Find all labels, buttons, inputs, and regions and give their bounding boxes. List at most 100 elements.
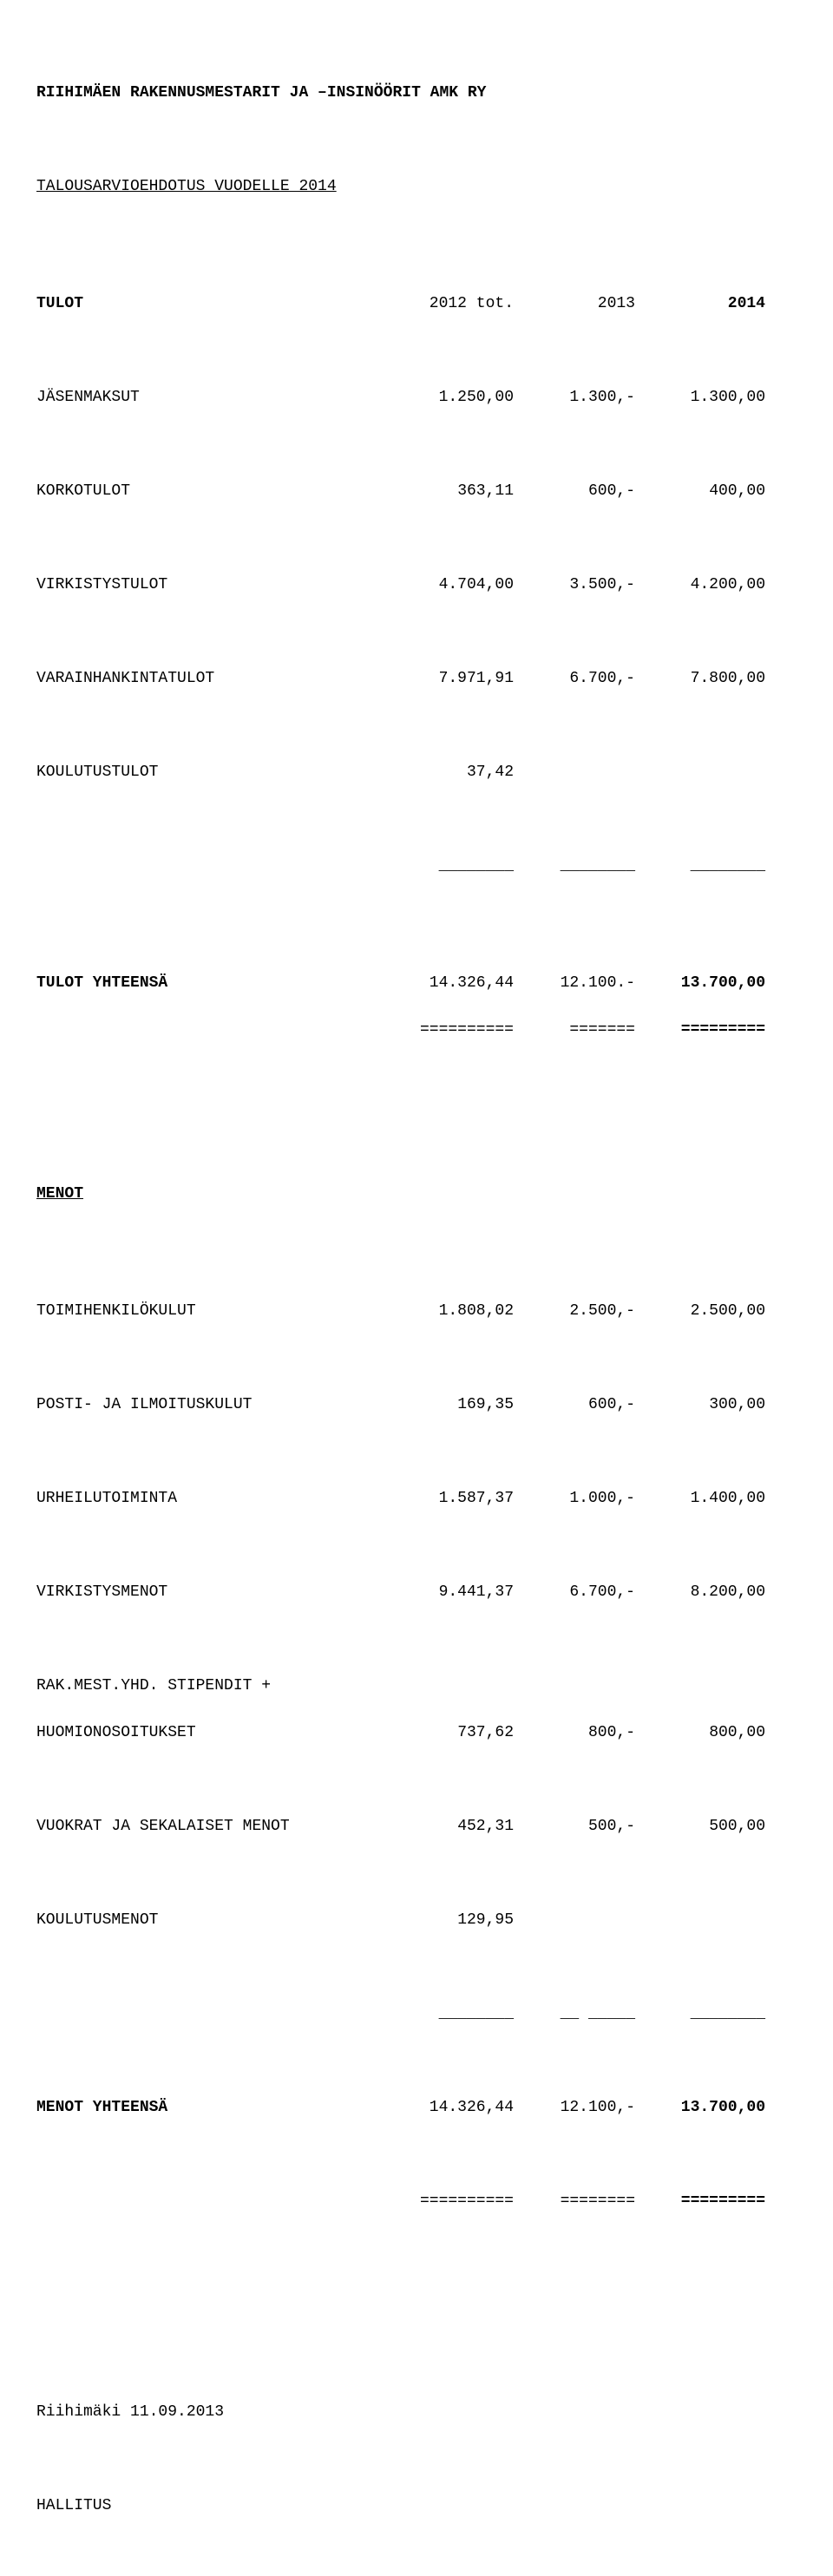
menot-heading: MENOT bbox=[36, 1185, 83, 1203]
menot-row-v2: 500,- bbox=[514, 1815, 635, 1839]
tulot-row-label: KORKOTULOT bbox=[36, 480, 366, 503]
menot-row-v3: 800,00 bbox=[635, 1721, 765, 1745]
table-row: HUOMIONOSOITUKSET737,62800,-800,00 bbox=[36, 1721, 797, 1745]
menot-row-v2: 600,- bbox=[514, 1393, 635, 1417]
menot-row-v1: 169,35 bbox=[366, 1393, 514, 1417]
menot-row-v3: 1.400,00 bbox=[635, 1487, 765, 1511]
menot-row-v3: 2.500,00 bbox=[635, 1300, 765, 1323]
tulot-row-v2: 3.500,- bbox=[514, 574, 635, 597]
tulot-header-row: TULOT2012 tot.20132014 bbox=[36, 292, 797, 316]
table-row: VARAINHANKINTATULOT7.971,916.700,-7.800,… bbox=[36, 667, 797, 691]
menot-row-label: RAK.MEST.YHD. STIPENDIT + bbox=[36, 1675, 366, 1698]
table-row: KOULUTUSMENOT129,95 bbox=[36, 1909, 797, 1932]
menot-total-v1: 14.326,44 bbox=[366, 2096, 514, 2120]
menot-row-label: TOIMIHENKILÖKULUT bbox=[36, 1300, 366, 1323]
rule-equals: ========== bbox=[366, 1019, 514, 1042]
menot-row-v3 bbox=[635, 1909, 765, 1932]
rule-row: __________ _____________ bbox=[36, 2002, 797, 2026]
tulot-row-v2: 600,- bbox=[514, 480, 635, 503]
menot-row-label: POSTI- JA ILMOITUSKULUT bbox=[36, 1393, 366, 1417]
tulot-total-v2: 12.100.- bbox=[514, 972, 635, 995]
rule-equals: ========== bbox=[366, 2190, 514, 2213]
rule-line: ________ bbox=[635, 855, 765, 878]
menot-row-v2 bbox=[514, 1675, 635, 1698]
tulot-total-rule: ========================== bbox=[36, 1019, 797, 1042]
menot-row-v1: 737,62 bbox=[366, 1721, 514, 1745]
table-row: VUOKRAT JA SEKALAISET MENOT452,31500,-50… bbox=[36, 1815, 797, 1839]
table-row: VIRKISTYSTULOT4.704,003.500,-4.200,00 bbox=[36, 574, 797, 597]
col-header-2012: 2012 tot. bbox=[366, 292, 514, 316]
menot-row-v1: 9.441,37 bbox=[366, 1581, 514, 1604]
rule-equals: ========= bbox=[635, 1019, 765, 1042]
menot-row-v1: 129,95 bbox=[366, 1909, 514, 1932]
tulot-row-v2: 1.300,- bbox=[514, 386, 635, 410]
table-row: POSTI- JA ILMOITUSKULUT169,35600,-300,00 bbox=[36, 1393, 797, 1417]
tulot-row-v1: 4.704,00 bbox=[366, 574, 514, 597]
tulot-row-label: VIRKISTYSTULOT bbox=[36, 574, 366, 597]
menot-row-v2: 800,- bbox=[514, 1721, 635, 1745]
menot-row-v2: 2.500,- bbox=[514, 1300, 635, 1323]
menot-row-label: KOULUTUSMENOT bbox=[36, 1909, 366, 1932]
menot-row-v3: 8.200,00 bbox=[635, 1581, 765, 1604]
menot-row-v3: 500,00 bbox=[635, 1815, 765, 1839]
tulot-row-v3: 4.200,00 bbox=[635, 574, 765, 597]
tulot-total-row: TULOT YHTEENSÄ14.326,4412.100.-13.700,00 bbox=[36, 972, 797, 995]
menot-total-v3: 13.700,00 bbox=[635, 2096, 765, 2120]
rule-equals: ======== bbox=[514, 2190, 635, 2213]
menot-row-v1: 1.808,02 bbox=[366, 1300, 514, 1323]
table-row: TOIMIHENKILÖKULUT1.808,022.500,-2.500,00 bbox=[36, 1300, 797, 1323]
menot-row-v1 bbox=[366, 1675, 514, 1698]
menot-row-v2: 6.700,- bbox=[514, 1581, 635, 1604]
tulot-row-label: JÄSENMAKSUT bbox=[36, 386, 366, 410]
tulot-heading: TULOT bbox=[36, 292, 366, 316]
tulot-row-v1: 1.250,00 bbox=[366, 386, 514, 410]
menot-row-v2: 1.000,- bbox=[514, 1487, 635, 1511]
col-header-2014: 2014 bbox=[635, 292, 765, 316]
doc-title: TALOUSARVIOEHDOTUS VUODELLE 2014 bbox=[36, 178, 337, 195]
menot-row-v1: 1.587,37 bbox=[366, 1487, 514, 1511]
menot-row-v1: 452,31 bbox=[366, 1815, 514, 1839]
org-name: RIIHIMÄEN RAKENNUSMESTARIT JA –INSINÖÖRI… bbox=[36, 84, 486, 102]
table-row: KORKOTULOT363,11600,-400,00 bbox=[36, 480, 797, 503]
col-header-2013: 2013 bbox=[514, 292, 635, 316]
table-row: VIRKISTYSMENOT9.441,376.700,-8.200,00 bbox=[36, 1581, 797, 1604]
tulot-row-v2 bbox=[514, 761, 635, 784]
signer: HALLITUS bbox=[36, 2497, 111, 2514]
tulot-total-v1: 14.326,44 bbox=[366, 972, 514, 995]
menot-row-label: URHEILUTOIMINTA bbox=[36, 1487, 366, 1511]
tulot-row-v1: 7.971,91 bbox=[366, 667, 514, 691]
rule-equals: ======= bbox=[514, 1019, 635, 1042]
tulot-row-v2: 6.700,- bbox=[514, 667, 635, 691]
rule-line: __ _____ bbox=[514, 2002, 635, 2026]
menot-row-label: VIRKISTYSMENOT bbox=[36, 1581, 366, 1604]
table-row: URHEILUTOIMINTA1.587,371.000,-1.400,00 bbox=[36, 1487, 797, 1511]
menot-total-label: MENOT YHTEENSÄ bbox=[36, 2096, 366, 2120]
rule-line: ________ bbox=[635, 2002, 765, 2026]
table-row: KOULUTUSTULOT37,42 bbox=[36, 761, 797, 784]
menot-row-label: HUOMIONOSOITUKSET bbox=[36, 1721, 366, 1745]
rule-line: ________ bbox=[366, 855, 514, 878]
tulot-row-label: KOULUTUSTULOT bbox=[36, 761, 366, 784]
tulot-row-v3: 400,00 bbox=[635, 480, 765, 503]
tulot-row-label: VARAINHANKINTATULOT bbox=[36, 667, 366, 691]
rule-line: ________ bbox=[366, 2002, 514, 2026]
place-date: Riihimäki 11.09.2013 bbox=[36, 2403, 224, 2421]
tulot-row-v3: 1.300,00 bbox=[635, 386, 765, 410]
table-row: RAK.MEST.YHD. STIPENDIT + bbox=[36, 1675, 797, 1698]
menot-row-label: VUOKRAT JA SEKALAISET MENOT bbox=[36, 1815, 366, 1839]
tulot-row-v3: 7.800,00 bbox=[635, 667, 765, 691]
budget-document: RIIHIMÄEN RAKENNUSMESTARIT JA –INSINÖÖRI… bbox=[0, 0, 833, 2576]
rule-row: ________________________ bbox=[36, 855, 797, 878]
rule-line: ________ bbox=[514, 855, 635, 878]
table-row: JÄSENMAKSUT1.250,001.300,-1.300,00 bbox=[36, 386, 797, 410]
menot-total-rule: =========================== bbox=[36, 2190, 797, 2213]
menot-row-v2 bbox=[514, 1909, 635, 1932]
menot-row-v3 bbox=[635, 1675, 765, 1698]
tulot-row-v1: 37,42 bbox=[366, 761, 514, 784]
menot-row-v3: 300,00 bbox=[635, 1393, 765, 1417]
tulot-total-v3: 13.700,00 bbox=[635, 972, 765, 995]
tulot-total-label: TULOT YHTEENSÄ bbox=[36, 972, 366, 995]
tulot-row-v3 bbox=[635, 761, 765, 784]
rule-equals: ========= bbox=[635, 2190, 765, 2213]
menot-total-row: MENOT YHTEENSÄ14.326,4412.100,-13.700,00 bbox=[36, 2096, 797, 2120]
